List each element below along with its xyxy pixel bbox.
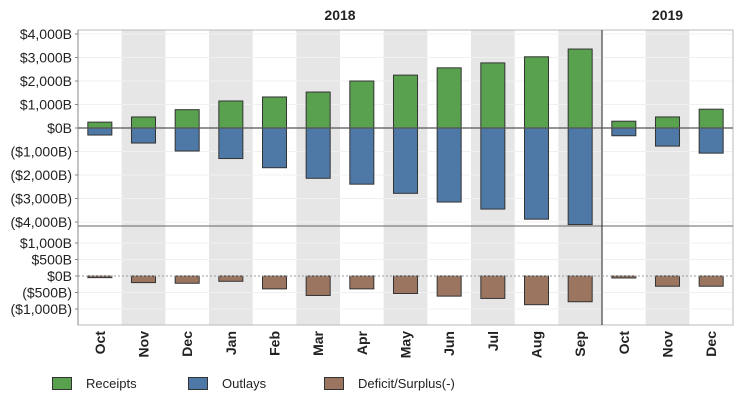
top-bar-receipts [349,80,375,129]
x-tick-label: Jun [441,331,457,356]
top-axis-tick-label: $3,000B [20,50,72,66]
legend-label-outlays: Outlays [222,376,267,391]
top-bar-receipts [130,116,157,129]
legend-item-receipts[interactable]: Receipts [52,376,137,391]
x-tick-label: Mar [310,330,326,355]
top-bar-outlays [698,127,724,154]
top-bar-receipts [654,116,681,129]
bottom-bar-deficit-surplus- [305,275,331,296]
top-bar-receipts [174,109,200,129]
year-header: 2018 [324,7,355,23]
top-bar-receipts [523,56,550,129]
top-bar-outlays [523,127,550,220]
top-axis-tick-label: ($2,000B) [11,167,72,183]
x-tick-label: Sep [572,331,588,357]
x-tick-label: Jan [223,331,239,355]
bottom-axis-tick-label: $0B [47,268,72,284]
chart-svg: $4,000B $3,000B $2,000B $1,000B $0B ($1,000B)… [11,7,734,358]
x-tick-label: Aug [529,331,545,358]
top-bar-outlays [567,127,593,226]
bottom-bar-deficit-surplus- [480,275,506,299]
top-axis-tick-label: $1,000B [20,97,72,113]
top-bar-receipts [436,67,462,129]
x-tick-label: Jul [485,331,501,351]
top-bar-outlays [218,127,244,160]
top-bar-outlays [130,127,157,144]
top-bar-outlays [174,127,200,152]
top-bar-receipts [567,48,593,129]
x-tick-label: Apr [354,330,370,355]
legend-swatch-receipts [52,377,72,390]
bottom-bar-deficit-surplus- [349,275,375,290]
bottom-bar-deficit-surplus- [218,275,244,282]
year-header: 2019 [652,7,683,23]
top-bar-outlays [611,127,637,137]
top-bar-receipts [305,91,331,129]
top-bar-outlays [87,127,113,136]
top-bar-receipts [87,121,113,129]
top-bar-receipts [392,74,419,129]
x-tick-label: Nov [136,331,152,358]
top-bar-outlays [349,127,375,185]
legend-swatch-deficit [324,377,344,390]
bottom-bar-deficit-surplus- [654,275,681,287]
top-bar-receipts [611,120,637,129]
top-axis-tick-label: ($3,000B) [11,191,72,207]
top-axis-tick-label: $0B [47,120,72,136]
bottom-bar-deficit-surplus- [698,275,724,287]
bottom-bar-deficit-surplus- [392,275,419,294]
x-tick-label: Nov [660,331,676,358]
x-tick-label: Feb [267,331,283,356]
top-axis-tick-label: ($1,000B) [11,144,72,160]
top-axis-tick-label: ($4,000B) [11,214,72,230]
top-bar-receipts [261,96,288,129]
bottom-bar-deficit-surplus- [523,275,550,306]
legend-label-deficit: Deficit/Surplus(-) [358,376,455,391]
x-tick-label: Dec [703,331,719,357]
x-tick-label: Oct [92,331,108,355]
top-bar-receipts [698,108,724,129]
legend-item-deficit[interactable]: Deficit/Surplus(-) [324,376,455,391]
legend-label-receipts: Receipts [86,376,137,391]
top-axis-tick-label: $2,000B [20,73,72,89]
top-bar-receipts [480,62,506,129]
top-bar-outlays [654,127,681,147]
top-axis-tick-label: $4,000B [20,26,72,42]
bottom-bar-deficit-surplus- [261,275,288,290]
top-bar-outlays [480,127,506,210]
legend: Receipts Outlays Deficit/Surplus(-) [0,376,745,396]
legend-swatch-outlays [188,377,208,390]
bottom-bar-deficit-surplus- [436,275,462,297]
x-tick-label: Dec [179,331,195,357]
top-bar-outlays [436,127,462,203]
x-tick-label: Oct [616,331,632,355]
bottom-bar-deficit-surplus- [174,275,200,284]
legend-item-outlays[interactable]: Outlays [188,376,266,391]
bottom-axis-tick-label: $1,000B [20,235,72,251]
top-bar-receipts [218,100,244,129]
bottom-bar-deficit-surplus- [130,275,157,284]
bottom-axis-tick-label: ($500B) [22,285,72,301]
x-tick-label: May [398,331,414,358]
top-bar-outlays [305,127,331,179]
top-bar-outlays [261,127,288,169]
bottom-bar-deficit-surplus- [567,275,593,303]
bottom-axis-tick-label: $500B [32,252,72,268]
bottom-axis-tick-label: ($1,000B) [11,301,72,317]
top-bar-outlays [392,127,419,194]
